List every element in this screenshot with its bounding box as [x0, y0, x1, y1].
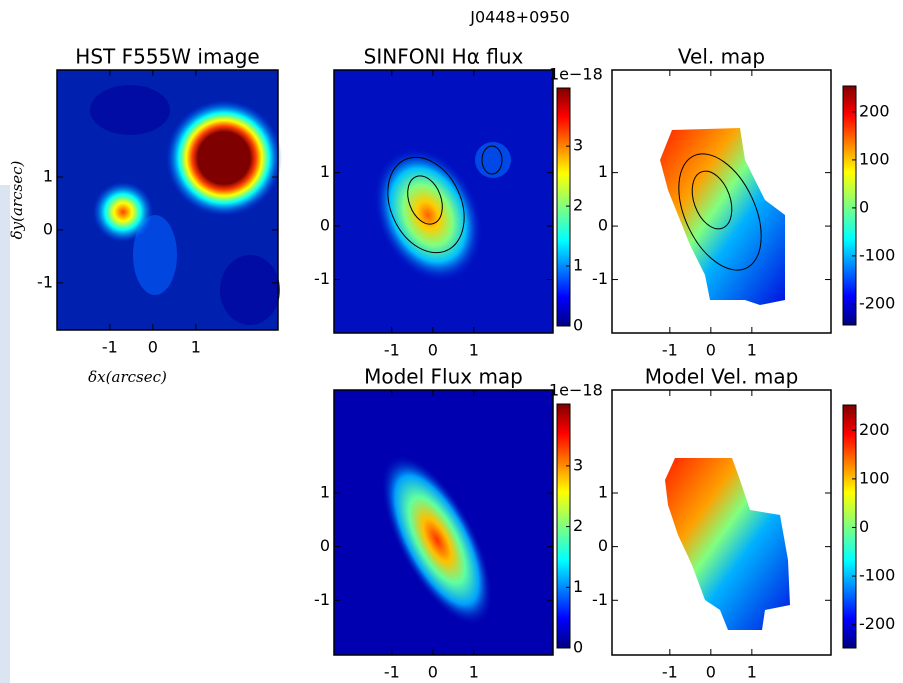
y-tick-label: 1	[598, 482, 608, 501]
x-tick-label: 1	[747, 663, 757, 682]
x-tick-label: -1	[662, 663, 678, 682]
y-tick-label: -1	[314, 590, 330, 609]
x-tick-label: 0	[428, 341, 438, 360]
colorbar-tick-label: 100	[859, 468, 890, 487]
colorbar-tick-label: -100	[859, 566, 895, 585]
y-tick-label: 1	[320, 482, 330, 501]
y-tick-label: -1	[314, 269, 330, 288]
colorbar-tick-label: -200	[859, 293, 895, 312]
panel-title: HST F555W image	[75, 45, 259, 69]
panel-title: Model Flux map	[364, 365, 523, 389]
x-tick-label: 1	[469, 663, 479, 682]
colorbar-tick-label: 2	[573, 196, 583, 215]
model-flux-image	[334, 390, 553, 655]
colorbar-tick-label: -200	[859, 614, 895, 633]
y-tick-label: 1	[598, 162, 608, 181]
panel-title: SINFONI Hα flux	[364, 45, 524, 69]
colorbar	[556, 87, 571, 327]
x-tick-label: -1	[102, 338, 118, 357]
panel-title: Model Vel. map	[645, 365, 799, 389]
x-tick-label: -1	[384, 663, 400, 682]
colorbar-offset: 1e−18	[549, 381, 603, 400]
x-tick-label: -1	[662, 341, 678, 360]
colorbar	[556, 403, 571, 649]
y-axis-label: δy(arcsec)	[8, 161, 26, 240]
velocity-image	[612, 70, 831, 333]
axes-frame	[611, 389, 832, 656]
y-tick-label: 0	[320, 216, 330, 235]
x-tick-label: 1	[747, 341, 757, 360]
colorbar-offset: 1e−18	[549, 65, 603, 84]
axes-frame	[333, 389, 554, 656]
axes-frame	[611, 69, 832, 334]
x-tick-label: 1	[469, 341, 479, 360]
x-tick-label: 0	[148, 338, 158, 357]
y-tick-label: 1	[43, 166, 53, 185]
flux-image	[334, 70, 553, 333]
colorbar-tick-label: 3	[573, 455, 583, 474]
colorbar-tick-label: 200	[859, 101, 890, 120]
y-tick-label: 0	[598, 536, 608, 555]
y-tick-label: -1	[592, 590, 608, 609]
colorbar-tick-label: 3	[573, 136, 583, 155]
panel-title: Vel. map	[678, 45, 765, 69]
hst-image	[57, 70, 282, 330]
y-tick-label: -1	[37, 272, 53, 291]
colorbar-tick-label: 0	[859, 517, 869, 536]
x-tick-label: 1	[191, 338, 201, 357]
colorbar-tick-label: -100	[859, 245, 895, 264]
model-velocity-image	[612, 390, 831, 655]
y-tick-label: 0	[320, 536, 330, 555]
colorbar-tick-label: 200	[859, 420, 890, 439]
colorbar-tick-label: 1	[573, 256, 583, 275]
x-tick-label: -1	[384, 341, 400, 360]
y-tick-label: 0	[598, 216, 608, 235]
colorbar-tick-label: 100	[859, 149, 890, 168]
x-axis-label: δx(arcsec)	[88, 368, 167, 386]
x-tick-label: 0	[428, 663, 438, 682]
x-tick-label: 0	[706, 341, 716, 360]
y-tick-label: 1	[320, 162, 330, 181]
colorbar-tick-label: 0	[573, 638, 583, 657]
axes-frame	[56, 69, 279, 331]
axes-frame	[333, 69, 554, 334]
colorbar	[842, 85, 857, 326]
colorbar-tick-label: 0	[573, 316, 583, 335]
y-tick-label: -1	[592, 269, 608, 288]
x-tick-label: 0	[706, 663, 716, 682]
colorbar-tick-label: 0	[859, 197, 869, 216]
colorbar	[842, 404, 857, 649]
colorbar-tick-label: 1	[573, 577, 583, 596]
figure-title: J0448+0950	[469, 8, 570, 27]
y-tick-label: 0	[43, 219, 53, 238]
page-edge	[0, 185, 10, 683]
colorbar-tick-label: 2	[573, 516, 583, 535]
